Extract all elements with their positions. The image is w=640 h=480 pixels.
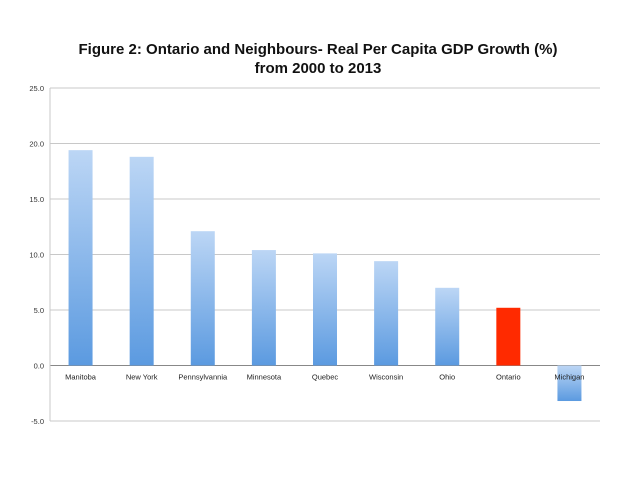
- y-tick-label: 20.0: [29, 140, 44, 149]
- category-label: Quebec: [312, 373, 339, 382]
- category-label: Ontario: [496, 373, 521, 382]
- category-label: New York: [126, 373, 158, 382]
- bar-quebec: [313, 253, 337, 366]
- y-axis-ticks: 25.0 20.0 15.0 10.0 5.0 0.0 -5.0: [29, 84, 44, 426]
- y-tick-label: 25.0: [29, 84, 44, 93]
- bar-manitoba: [68, 150, 93, 366]
- category-label: Wisconsin: [369, 373, 403, 382]
- bar-pennsylvannia: [190, 231, 215, 366]
- category-label: Ohio: [439, 373, 455, 382]
- y-tick-label: 0.0: [34, 362, 44, 371]
- bar-michigan: [557, 365, 582, 402]
- bar-new-york: [129, 156, 154, 366]
- category-label: Manitoba: [65, 373, 97, 382]
- bar-ohio: [435, 287, 460, 366]
- bar-wisconsin: [374, 261, 399, 366]
- category-label: Michigan: [554, 373, 584, 382]
- y-tick-label: 5.0: [34, 306, 44, 315]
- bars: [68, 150, 582, 402]
- y-tick-label: -5.0: [31, 417, 44, 426]
- y-tick-label: 10.0: [29, 251, 44, 260]
- bar-minnesota: [251, 250, 276, 366]
- chart-title-line-1: Figure 2: Ontario and Neighbours- Real P…: [79, 41, 558, 58]
- category-label: Pennsylvannia: [178, 373, 228, 382]
- bar-ontario: [496, 307, 521, 366]
- y-tick-label: 15.0: [29, 195, 44, 204]
- chart-title-line-2: from 2000 to 2013: [255, 60, 382, 77]
- category-label: Minnesota: [247, 373, 282, 382]
- x-axis-categories: Manitoba New York Pennsylvannia Minnesota Qu…: [65, 373, 584, 382]
